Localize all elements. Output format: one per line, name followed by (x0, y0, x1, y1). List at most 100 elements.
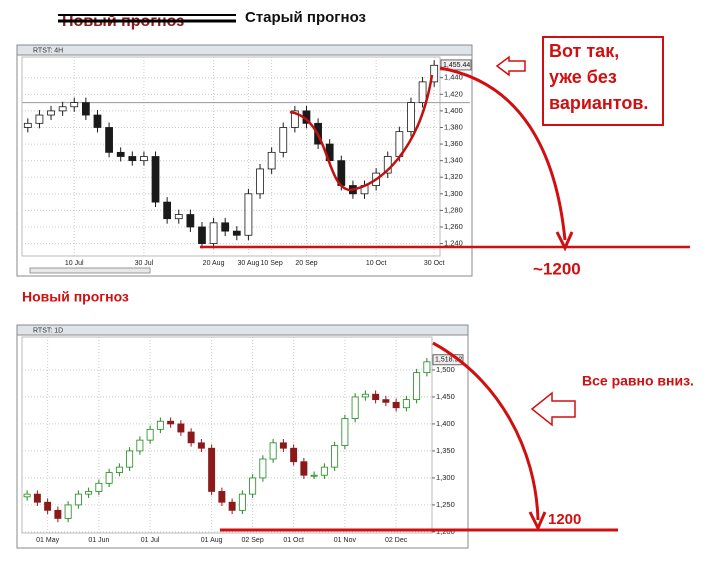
candle-body (197, 442, 205, 449)
plot-area (21, 336, 433, 534)
candle-body (163, 201, 172, 220)
candle-body (136, 439, 144, 452)
x-tick-label: 01 Oct (283, 537, 304, 544)
x-tick-label: 30 Aug (238, 260, 260, 267)
candle-body (382, 399, 390, 403)
candle-body (115, 466, 123, 473)
candle-body (392, 401, 400, 409)
candle-body (256, 168, 264, 195)
candle-body (430, 64, 439, 83)
note-line: уже без (549, 67, 617, 87)
candle-body (93, 114, 102, 128)
candle-body (198, 226, 206, 244)
candle-body (402, 399, 410, 409)
candle-body (418, 81, 427, 104)
candle-body (407, 102, 415, 133)
x-tick-label: 30 Oct (424, 260, 445, 267)
forecast-arrow (439, 66, 567, 241)
candle-body (423, 361, 431, 374)
candle-body (259, 458, 267, 479)
note-line: Вот так, (549, 41, 619, 61)
arrow-head (528, 511, 547, 532)
candle-body (58, 106, 67, 112)
x-tick-label: 20 Sep (295, 260, 317, 267)
candle-body (244, 193, 253, 236)
y-tick-label: 1,420 (444, 89, 463, 98)
chart-header (16, 44, 473, 56)
candle-body (331, 445, 339, 468)
candle-body (64, 504, 72, 519)
candle-body (209, 222, 218, 244)
x-tick-label: 02 Dec (385, 537, 408, 544)
y-tick-label: 1,250 (436, 500, 455, 509)
candle-body (105, 472, 113, 484)
candle-body (177, 423, 185, 433)
candle-body (81, 102, 90, 116)
x-tick-label: 01 May (36, 537, 59, 544)
candle-body (54, 509, 62, 519)
candle-body (341, 418, 349, 446)
new-note: Все равно вниз. (582, 373, 694, 389)
candle-body (372, 393, 380, 401)
plot-area (21, 56, 441, 257)
candle-body (221, 222, 230, 232)
hollow-arrow (530, 391, 576, 427)
candle-body (290, 447, 298, 463)
y-tick-label: 1,440 (444, 73, 463, 82)
cup-curve (289, 74, 434, 192)
candle-body (351, 396, 359, 419)
candle-body (167, 420, 175, 425)
note-line: вариантов. (549, 93, 648, 113)
candle-body (146, 428, 154, 441)
x-tick-label: 01 Jun (88, 537, 109, 544)
x-tick-label: 02 Sep (242, 537, 264, 544)
candle-body (208, 447, 216, 492)
y-tick-label: 1,450 (436, 392, 455, 401)
candle-body (267, 151, 276, 170)
last-price-label: 1,455.44 (443, 62, 470, 69)
candle-body (35, 114, 44, 124)
x-tick-label: 30 Jul (135, 260, 154, 267)
target-label: 1200 (548, 511, 581, 528)
x-tick-label: 10 Sep (261, 260, 283, 267)
new-title: Новый прогноз (22, 289, 129, 305)
x-tick-label: 20 Aug (203, 260, 225, 267)
candle-body (249, 477, 257, 495)
note-box (542, 36, 664, 126)
y-tick-label: 1,260 (444, 222, 463, 231)
candle-body (140, 156, 148, 162)
candle-body (85, 491, 93, 495)
hollow-arrow (495, 55, 526, 77)
y-tick-label: 1,340 (444, 156, 463, 165)
candle-body (23, 493, 31, 498)
last-price-label: 1,518.92 (435, 357, 462, 364)
candle-body (47, 110, 55, 116)
candle-body (228, 501, 236, 511)
candle-body (238, 493, 246, 511)
x-tick-label: 01 Jul (141, 537, 160, 544)
candle-body (126, 450, 134, 468)
candle-body (279, 442, 287, 449)
candle-body (218, 491, 226, 503)
candle-body (44, 501, 52, 511)
y-tick-label: 1,360 (444, 139, 463, 148)
candle-body (70, 102, 79, 108)
last-price-box (432, 354, 464, 366)
candle-body (187, 431, 195, 444)
overlay (200, 66, 690, 532)
x-tick-label: 10 Oct (366, 260, 387, 267)
scrollbar (29, 267, 151, 274)
candle-body (320, 466, 328, 476)
candle-body (413, 372, 421, 401)
chart-title: RTST: 4H (33, 47, 63, 54)
old-title: Старый прогноз (245, 9, 366, 26)
candle-body (232, 230, 241, 236)
chart-title: RTST: 1D (33, 327, 63, 334)
y-tick-label: 1,320 (444, 172, 463, 181)
y-tick-label: 1,280 (444, 205, 463, 214)
y-tick-label: 1,240 (444, 239, 463, 248)
candle-body (128, 156, 137, 162)
x-tick-label: 01 Aug (201, 537, 223, 544)
candle-body (269, 442, 277, 460)
